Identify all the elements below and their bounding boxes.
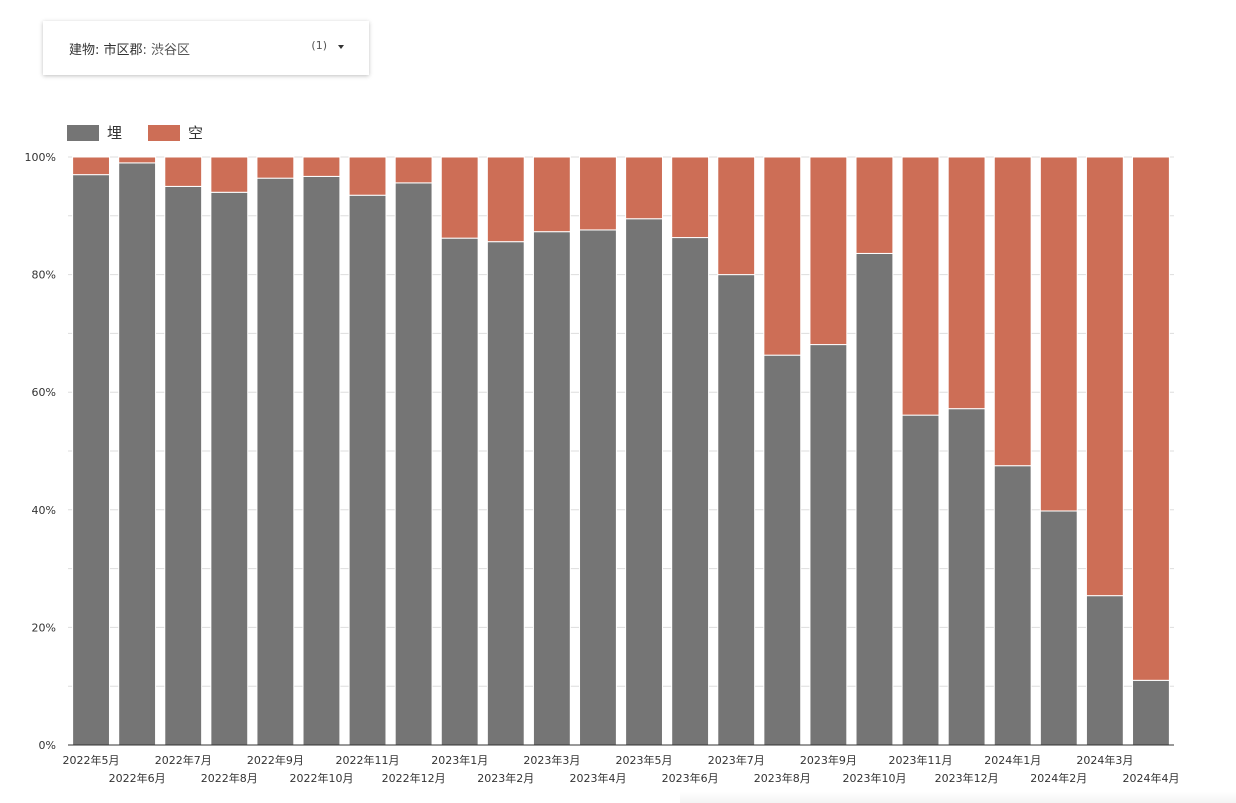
- x-tick-label: 2023年1月: [431, 753, 488, 767]
- bar-segment-filled: [118, 162, 157, 746]
- bars: [72, 156, 1170, 746]
- bar-segment-filled: [993, 465, 1032, 746]
- x-tick-label: 2023年11月: [889, 753, 953, 767]
- bar-segment-filled: [763, 354, 802, 746]
- bar-segment-filled: [579, 229, 617, 746]
- y-tick-label: 60%: [32, 386, 56, 399]
- bar-segment-vacant: [625, 156, 663, 220]
- bar-segment-vacant: [486, 156, 525, 243]
- x-tick-label: 2023年3月: [523, 753, 580, 767]
- x-tick-label: 2023年8月: [754, 771, 811, 785]
- bar-segment-vacant: [855, 156, 894, 254]
- x-tick-label: 2023年7月: [708, 753, 765, 767]
- chart-legend: 埋 空: [67, 122, 229, 143]
- bar-segment-filled: [717, 274, 756, 746]
- bar-segment-vacant: [532, 156, 571, 233]
- x-tick-label: 2023年5月: [616, 753, 673, 767]
- bar-segment-vacant: [579, 156, 617, 231]
- bar-segment-vacant: [763, 156, 802, 356]
- bar-segment-filled: [1039, 510, 1078, 746]
- x-tick-label: 2023年12月: [935, 771, 999, 785]
- bar-segment-filled: [210, 191, 249, 746]
- bar-segment-filled: [532, 231, 571, 746]
- bar-segment-vacant: [440, 156, 479, 239]
- x-tick-label: 2023年2月: [477, 771, 534, 785]
- axes: 0% 20% 40% 60% 80% 100% 2022年5月 2022年6月 2022年7月 2…: [25, 151, 1180, 785]
- bar-segment-vacant: [1132, 156, 1170, 681]
- y-tick-label: 100%: [25, 151, 56, 164]
- x-tick-label: 2023年9月: [800, 753, 857, 767]
- legend-swatch-vacant: [148, 124, 181, 141]
- bar-segment-filled: [901, 414, 940, 746]
- bar-segment-vacant: [993, 156, 1032, 467]
- filter-count: (1): [311, 39, 327, 52]
- x-tick-label: 2023年4月: [569, 771, 626, 785]
- bar-segment-filled: [72, 174, 110, 746]
- bar-segment-filled: [625, 218, 663, 746]
- bar-segment-filled: [855, 252, 894, 746]
- x-tick-label: 2023年6月: [662, 771, 719, 785]
- bar-segment-vacant: [1085, 156, 1124, 597]
- legend-label-filled: 埋: [107, 124, 123, 142]
- y-tick-label: 20%: [32, 621, 56, 634]
- x-tick-label: 2022年12月: [382, 771, 446, 785]
- bar-segment-filled: [256, 177, 295, 746]
- x-tick-label: 2022年10月: [289, 771, 353, 785]
- x-tick-label: 2024年1月: [984, 753, 1041, 767]
- bar-segment-vacant: [809, 156, 848, 346]
- bar-segment-vacant: [901, 156, 940, 416]
- legend-label-vacant: 空: [188, 124, 204, 142]
- x-tick-label: 2022年8月: [201, 771, 258, 785]
- grid-lines: [68, 156, 1174, 687]
- x-tick-label: 2022年5月: [63, 753, 120, 767]
- bar-segment-filled: [440, 237, 479, 746]
- x-tick-label: 2023年10月: [842, 771, 906, 785]
- filter-value: : 渋谷区: [142, 43, 191, 58]
- bar-segment-filled: [348, 194, 387, 746]
- bar-segment-vacant: [717, 156, 756, 276]
- bar-segment-filled: [1132, 679, 1170, 746]
- filter-dropdown[interactable]: 建物: 市区郡: 渋谷区 (1): [43, 21, 369, 75]
- bar-segment-vacant: [671, 156, 710, 239]
- legend-item-filled[interactable]: 埋: [67, 122, 122, 143]
- bar-segment-vacant: [72, 156, 110, 176]
- bar-segment-filled: [1085, 595, 1124, 746]
- bar-segment-vacant: [210, 156, 249, 193]
- bar-segment-filled: [809, 344, 848, 746]
- bar-segment-vacant: [394, 156, 433, 184]
- bar-segment-filled: [302, 175, 341, 746]
- bar-segment-vacant: [164, 156, 203, 187]
- bar-segment-vacant: [947, 156, 986, 410]
- x-tick-label: 2024年4月: [1122, 771, 1179, 785]
- x-tick-label: 2022年7月: [155, 753, 212, 767]
- bar-segment-filled: [671, 237, 710, 746]
- chevron-down-icon[interactable]: [338, 45, 344, 49]
- y-tick-label: 80%: [32, 269, 56, 282]
- y-tick-label: 40%: [32, 504, 56, 517]
- bottom-fade: [680, 792, 1236, 803]
- x-tick-label: 2022年11月: [336, 753, 400, 767]
- bar-segment-filled: [164, 185, 203, 746]
- bar-segment-vacant: [256, 156, 295, 179]
- bar-segment-vacant: [302, 156, 341, 177]
- x-tick-label: 2024年3月: [1076, 753, 1133, 767]
- x-tick-label: 2022年9月: [247, 753, 304, 767]
- bar-segment-filled: [486, 241, 525, 746]
- bar-segment-filled: [394, 182, 433, 746]
- bar-segment-filled: [947, 408, 986, 746]
- x-tick-label: 2022年6月: [109, 771, 166, 785]
- legend-item-vacant[interactable]: 空: [148, 122, 203, 143]
- x-tick-label: 2024年2月: [1030, 771, 1087, 785]
- legend-swatch-filled: [67, 124, 99, 141]
- bar-segment-vacant: [118, 156, 157, 164]
- bar-segment-vacant: [1039, 156, 1078, 512]
- y-tick-label: 0%: [39, 739, 56, 752]
- bar-segment-vacant: [348, 156, 387, 196]
- filter-label: 建物: 市区郡: 渋谷区: [69, 43, 191, 58]
